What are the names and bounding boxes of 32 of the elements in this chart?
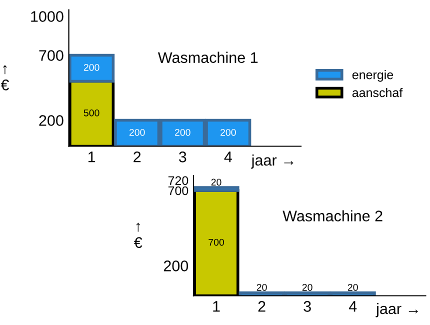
legend-label: aanschaf bbox=[352, 88, 403, 98]
bar bbox=[68, 54, 115, 83]
y-tick-label: 1000 bbox=[31, 11, 64, 22]
y-tick-label: 200 bbox=[164, 260, 188, 272]
x-axis-title: jaar → bbox=[376, 302, 418, 318]
y-tick-label: 720 bbox=[168, 176, 188, 186]
data-label: 200 bbox=[129, 128, 145, 136]
text: Wasmachine 2 bbox=[282, 210, 382, 222]
y-tick-label: 200 bbox=[39, 115, 64, 126]
text: Wasmachine 1 bbox=[158, 52, 258, 63]
x-tick-label: 3 bbox=[178, 152, 186, 162]
data-label: 20 bbox=[211, 178, 222, 186]
x-tick-label: 2 bbox=[258, 301, 266, 312]
data-label: 200 bbox=[84, 64, 100, 71]
data-label: 20 bbox=[302, 284, 312, 291]
x-tick-label: 4 bbox=[348, 301, 357, 312]
x-tick-label: 1 bbox=[213, 301, 220, 312]
x-axis-title: jaar → bbox=[250, 154, 294, 169]
y-axis-title: ↑ € bbox=[134, 222, 142, 248]
y-axis-title: ↑ € bbox=[0, 65, 9, 90]
data-label: 20 bbox=[256, 284, 267, 291]
data-label: 20 bbox=[348, 284, 358, 291]
x-tick-label: 1 bbox=[88, 152, 96, 162]
legend-label: energie bbox=[352, 70, 394, 82]
y-tick-label: 700 bbox=[39, 50, 64, 61]
data-label: 500 bbox=[84, 109, 100, 116]
x-tick-label: 4 bbox=[224, 152, 232, 162]
y-tick-label: 700 bbox=[168, 186, 188, 196]
data-label: 200 bbox=[220, 128, 236, 136]
x-tick-label: 2 bbox=[134, 152, 141, 162]
x-tick-label: 3 bbox=[304, 301, 311, 312]
data-label: 700 bbox=[208, 238, 224, 246]
